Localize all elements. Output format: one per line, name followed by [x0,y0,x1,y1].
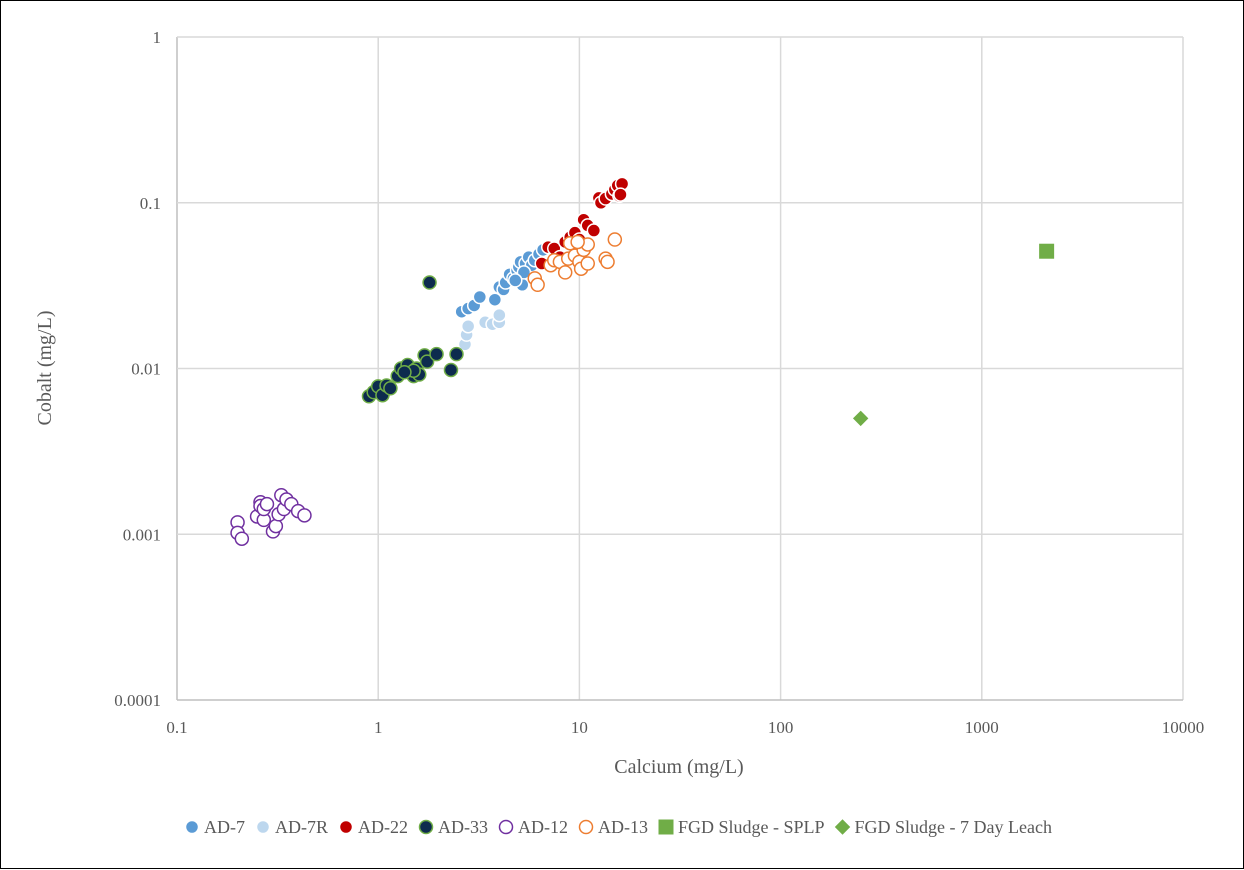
y-axis-title: Cobalt (mg/L) [34,311,56,426]
data-point [472,289,488,305]
y-tick-label: 0.0001 [114,691,161,710]
data-point [419,354,435,369]
data-point [443,362,459,378]
x-tick-label: 0.1 [166,718,187,737]
data-series [230,176,1055,546]
x-tick-label: 1000 [965,718,999,737]
x-tick-label: 10000 [1162,718,1205,737]
data-point [429,346,444,362]
legend-marker [498,819,514,835]
x-tick-label: 100 [768,718,794,737]
series-fgd-sludge-7-day-leach [852,410,869,427]
data-point [449,346,464,362]
data-point [530,277,545,293]
x-tick-label: 10 [571,718,588,737]
legend: AD-7 AD-7R AD-22 AD-33 AD-12 AD-13 FGD Sludge … [184,817,1052,837]
legend-label: AD-7 [204,817,245,837]
data-point [492,307,507,323]
legend-marker [834,819,851,835]
x-tick-label: 1 [374,718,383,737]
legend-item-ad-33: AD-33 [418,817,488,837]
y-tick-label: 0.001 [123,525,161,544]
series-ad-7 [454,242,551,319]
legend-label: FGD Sludge - 7 Day Leach [855,817,1052,837]
grid-lines [176,36,1184,701]
data-point [487,292,503,307]
series-ad-33 [361,275,464,404]
legend-label: AD-22 [358,817,408,837]
legend-marker [255,819,271,835]
data-point [383,381,398,396]
legend-item-fgd-sludge-7-day-leach: FGD Sludge - 7 Day Leach [834,817,1052,837]
series-fgd-sludge-splp [1039,243,1055,259]
series-ad-13 [527,232,623,293]
data-point [259,496,275,512]
legend-item-ad-13: AD-13 [578,817,648,837]
data-point [852,410,869,427]
data-point [422,275,437,290]
data-point [586,223,602,238]
data-point [570,234,585,250]
legend-marker [658,819,674,835]
y-tick-label: 0.1 [140,194,161,213]
legend-label: AD-33 [438,817,488,837]
legend-marker [418,819,434,835]
data-point [1039,243,1055,259]
data-point [557,265,573,280]
data-point [508,273,523,288]
data-point [600,254,615,270]
data-point [607,232,623,247]
data-point [613,187,628,202]
legend-item-ad-7r: AD-7R [255,817,328,837]
series-ad-7r [457,307,507,352]
data-point [234,531,250,546]
series-ad-12 [230,487,312,546]
y-tick-label: 0.01 [131,360,161,379]
legend-marker [578,819,594,835]
data-point [460,318,476,334]
legend-label: AD-12 [518,817,568,837]
legend-item-fgd-sludge-splp: FGD Sludge - SPLP [658,817,825,837]
data-point [580,256,595,271]
tick-labels: 0.1 1 10 100 1000 10000 0.0001 0.001 0.01 0.1 1 [114,28,1204,737]
x-axis-title: Calcium (mg/L) [614,756,743,778]
legend-label: AD-13 [598,817,648,837]
legend-item-ad-22: AD-22 [338,817,408,837]
legend-marker [338,819,354,835]
y-tick-label: 1 [153,28,162,47]
legend-marker [184,819,200,835]
data-point [397,364,412,380]
legend-label: FGD Sludge - SPLP [678,817,825,837]
data-point [297,508,312,523]
legend-item-ad-12: AD-12 [498,817,568,837]
legend-label: AD-7R [275,817,328,837]
data-point [268,518,284,534]
legend-item-ad-7: AD-7 [184,817,245,837]
